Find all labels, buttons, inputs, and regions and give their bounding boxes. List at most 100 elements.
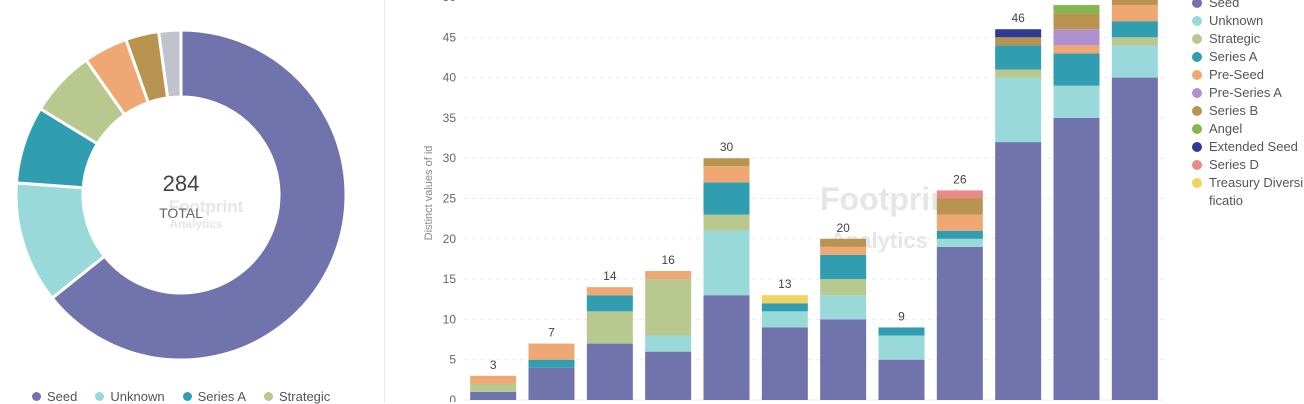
bar-segment-seed[interactable] (820, 319, 867, 400)
bar-segment-series-b[interactable] (1111, 0, 1158, 6)
legend-item-pre-seed[interactable]: Pre-Seed (1192, 66, 1304, 84)
bar-segment-seed[interactable] (703, 295, 750, 400)
bar-segment-series-a[interactable] (1111, 21, 1158, 38)
bar-segment-series-a[interactable] (1053, 53, 1100, 86)
bar-segment-unknown[interactable] (995, 77, 1042, 143)
bar-segment-strategic[interactable] (470, 383, 517, 392)
bar-segment-series-a[interactable] (995, 45, 1042, 70)
y-tick-label: 15 (443, 272, 457, 286)
bar-segment-unknown[interactable] (1053, 85, 1100, 118)
bar-segment-strategic[interactable] (645, 279, 692, 336)
legend-item-angel[interactable]: Angel (1192, 120, 1304, 138)
bar-segment-pre-seed[interactable] (645, 271, 692, 280)
donut-legend-item-series-a[interactable]: Series A (182, 389, 246, 404)
y-axis-label: Distinct values of id (423, 146, 435, 241)
stacked-bar-chart: 05101520253035404550 Footprint Analytics… (423, 0, 1164, 402)
donut-legend-item-strategic[interactable]: Strategic (264, 389, 330, 404)
bar-segment-treasury-diversification[interactable] (761, 295, 808, 304)
legend-label: Treasury Diversificatio (1209, 175, 1304, 208)
legend-label: Pre-Seed (1209, 67, 1264, 82)
donut-legend-label: Strategic (279, 389, 331, 404)
legend-dot-icon (1192, 178, 1202, 188)
bar-segment-unknown[interactable] (1111, 45, 1158, 78)
bar-segment-series-b[interactable] (1053, 13, 1100, 30)
bar-segment-unknown[interactable] (645, 335, 692, 352)
bar-segment-pre-series-a[interactable] (1053, 29, 1100, 46)
donut-legend-item-seed[interactable]: Seed (32, 389, 77, 404)
legend-item-series-d[interactable]: Series D (1192, 156, 1304, 174)
legend-item-series-b[interactable]: Series B (1192, 102, 1304, 120)
legend-label: Unknown (1209, 13, 1264, 28)
legend-item-extended-seed[interactable]: Extended Seed (1192, 138, 1304, 156)
bar-segment-seed[interactable] (528, 367, 575, 400)
legend-dot-icon (1192, 124, 1202, 134)
bar-segment-pre-seed[interactable] (703, 166, 750, 183)
bar-segment-seed[interactable] (586, 343, 633, 400)
bar-segment-series-a[interactable] (878, 327, 925, 336)
bar-segment-seed[interactable] (761, 327, 808, 400)
y-tick-label: 20 (443, 232, 457, 246)
bar-segment-strategic[interactable] (703, 214, 750, 231)
bar-segment-unknown[interactable] (820, 295, 867, 320)
bar-segment-series-b[interactable] (703, 158, 750, 167)
donut-slice-other[interactable] (156, 28, 183, 100)
bar-segment-seed[interactable] (470, 391, 517, 400)
bar-segment-strategic[interactable] (820, 279, 867, 296)
bar-segment-strategic[interactable] (1111, 37, 1158, 46)
bar-segment-angel[interactable] (1053, 5, 1100, 14)
bar-segment-pre-seed[interactable] (470, 375, 517, 384)
bar-segment-series-a[interactable] (703, 182, 750, 215)
legend-item-seed[interactable]: Seed (1192, 0, 1304, 12)
bar-segment-seed[interactable] (936, 246, 983, 400)
bar-panel: 05101520253035404550 Footprint Analytics… (386, 0, 1304, 402)
bar-segment-seed[interactable] (645, 351, 692, 400)
bar-segment-unknown[interactable] (936, 238, 983, 247)
bar-segment-series-a[interactable] (586, 295, 633, 312)
bar-segment-pre-seed[interactable] (528, 343, 575, 360)
bar-segment-seed[interactable] (995, 142, 1042, 400)
bar-segment-unknown[interactable] (703, 230, 750, 296)
bar-segment-series-a[interactable] (820, 254, 867, 280)
legend-dot-icon (1192, 52, 1202, 62)
bar-segment-seed[interactable] (1111, 77, 1158, 400)
donut-legend: Seed Unknown Series A Strategic (32, 389, 330, 404)
legend-label: Series A (1209, 49, 1258, 64)
bar-segment-series-b[interactable] (995, 37, 1042, 46)
donut-legend-label: Seed (47, 389, 78, 404)
bar-segment-strategic[interactable] (995, 69, 1042, 78)
bar-segment-seed[interactable] (878, 359, 925, 400)
bar-segment-extended-seed[interactable] (995, 29, 1042, 38)
bar-segment-seed[interactable] (1053, 117, 1100, 401)
legend-item-strategic[interactable]: Strategic (1192, 30, 1304, 48)
y-tick-label: 10 (443, 312, 457, 326)
bar-total-label: 3 (490, 358, 497, 372)
bar-segment-series-a[interactable] (528, 359, 575, 368)
donut-slice-seed[interactable] (50, 28, 348, 362)
y-tick-label: 50 (443, 0, 457, 4)
bar-segment-series-a[interactable] (761, 303, 808, 312)
bar-total-label: 26 (953, 172, 967, 186)
bar-segment-pre-seed[interactable] (936, 214, 983, 231)
bar-segment-series-b[interactable] (820, 238, 867, 247)
legend-label: Seed (1209, 0, 1240, 10)
bar-segment-pre-seed[interactable] (1053, 45, 1100, 54)
donut-legend-item-unknown[interactable]: Unknown (95, 389, 165, 404)
bar-segment-pre-seed[interactable] (820, 246, 867, 255)
legend-dot-icon (182, 392, 192, 401)
legend-item-unknown[interactable]: Unknown (1192, 12, 1304, 30)
legend-dot-icon (264, 392, 273, 401)
y-tick-label: 30 (443, 151, 457, 165)
bar-segment-unknown[interactable] (761, 311, 808, 328)
legend-item-pre-series-a[interactable]: Pre-Series A (1192, 84, 1304, 102)
bar-segment-strategic[interactable] (586, 311, 633, 344)
bar-segment-series-a[interactable] (936, 230, 983, 239)
bar-segment-pre-seed[interactable] (1111, 5, 1158, 22)
bar-segment-series-b[interactable] (936, 198, 983, 215)
y-tick-label: 0 (449, 393, 456, 402)
bar-segment-pre-seed[interactable] (586, 287, 633, 296)
bar-segment-unknown[interactable] (878, 335, 925, 360)
bar-segment-series-d[interactable] (936, 190, 983, 199)
legend-item-treasury-diversification[interactable]: Treasury Diversificatio (1192, 174, 1304, 210)
series-legend: Seed Unknown Strategic Series A Pre-Seed… (1192, 0, 1304, 210)
legend-item-series-a[interactable]: Series A (1192, 48, 1304, 66)
